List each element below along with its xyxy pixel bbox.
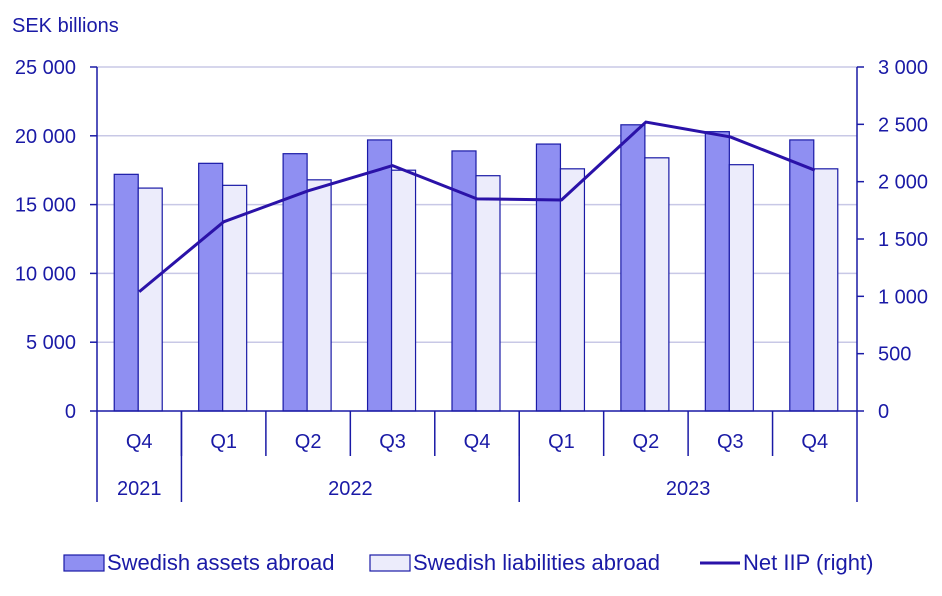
quarter-label: Q4 — [801, 431, 828, 453]
liabilities-bar — [813, 168, 839, 412]
assets-bar — [113, 173, 139, 412]
liabilities-bar — [306, 179, 332, 412]
bars — [113, 124, 839, 412]
x-axis-labels: Q4 Q1 Q2 Q3 Q4 Q1 Q2 Q3 Q4 2021 2022 2023 — [117, 411, 828, 502]
legend-swatch — [369, 554, 411, 572]
legend: Swedish assets abroad Swedish liabilities… — [63, 550, 873, 575]
year-label: 2021 — [117, 478, 162, 500]
left-axis-ticks: 0 5 000 10 000 15 000 20 000 25 000 — [15, 57, 97, 423]
quarter-label: Q4 — [464, 431, 491, 453]
y-tick-label: 5 000 — [26, 332, 76, 354]
year-label: 2023 — [666, 478, 711, 500]
liabilities-bar — [559, 168, 586, 412]
y2-tick-label: 0 — [878, 401, 889, 423]
y-tick-label: 15 000 — [15, 195, 76, 217]
assets-bar — [704, 131, 730, 412]
assets-bar — [198, 162, 224, 412]
liabilities-bar — [390, 169, 417, 412]
quarter-label: Q1 — [548, 431, 575, 453]
y2-tick-label: 1 000 — [878, 286, 928, 308]
y-tick-label: 0 — [65, 401, 76, 423]
y2-tick-label: 2 000 — [878, 172, 928, 194]
liabilities-bar — [728, 164, 754, 412]
legend-label: Swedish assets abroad — [107, 550, 334, 575]
y-tick-label: 10 000 — [15, 263, 76, 285]
liabilities-bar — [475, 175, 501, 412]
assets-bar — [535, 143, 562, 412]
quarter-label: Q2 — [633, 431, 660, 453]
legend-swatch — [63, 554, 105, 572]
quarter-label: Q4 — [126, 431, 153, 453]
y-axis-label: SEK billions — [12, 15, 119, 37]
liabilities-bar — [222, 184, 248, 412]
assets-bar — [620, 124, 646, 412]
assets-bar — [366, 139, 393, 412]
liabilities-bar — [137, 187, 163, 412]
year-label: 2022 — [328, 478, 373, 500]
axes — [96, 67, 858, 502]
y-tick-label: 20 000 — [15, 126, 76, 148]
net-iip-line — [138, 120, 816, 293]
y2-tick-label: 2 500 — [878, 114, 928, 136]
liabilities-bar — [644, 157, 670, 412]
y2-tick-label: 1 500 — [878, 229, 928, 251]
quarter-label: Q3 — [379, 431, 406, 453]
y2-tick-label: 500 — [878, 344, 911, 366]
legend-label: Net IIP (right) — [743, 550, 873, 575]
legend-label: Swedish liabilities abroad — [413, 550, 660, 575]
assets-bar — [789, 139, 815, 412]
quarter-label: Q3 — [717, 431, 744, 453]
right-axis-ticks: 0 500 1 000 1 500 2 000 2 500 3 000 — [857, 57, 928, 423]
quarter-label: Q1 — [210, 431, 237, 453]
y2-tick-label: 3 000 — [878, 57, 928, 79]
net-iip-line-layer — [138, 120, 816, 293]
y-tick-label: 25 000 — [15, 57, 76, 79]
quarter-label: Q2 — [295, 431, 322, 453]
